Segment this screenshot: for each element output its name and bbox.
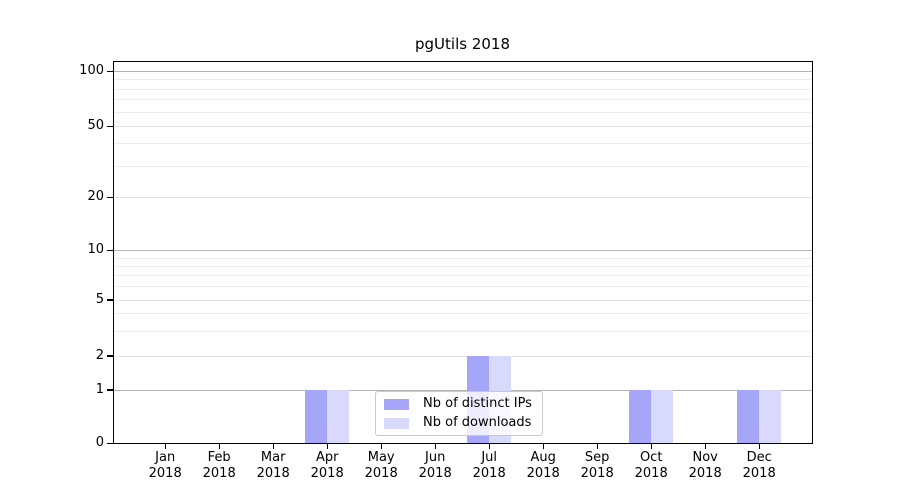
y-tick-mark — [107, 389, 113, 391]
legend-item: Nb of downloads — [384, 416, 542, 430]
major-gridline — [114, 389, 812, 391]
y-tick-mark — [107, 355, 113, 357]
bar-distinct-ips — [737, 389, 760, 443]
x-tick-month: Aug — [530, 450, 556, 465]
x-tick-mark — [596, 444, 599, 449]
x-tick-label: May 2018 — [351, 450, 411, 482]
y-tick-mark — [107, 442, 113, 444]
x-tick-year: 2018 — [688, 466, 722, 481]
minor-gridline — [114, 99, 812, 101]
x-tick-year: 2018 — [310, 466, 344, 481]
bar-downloads — [651, 389, 674, 443]
legend-label: Nb of distinct IPs — [423, 396, 532, 411]
x-tick-month: Mar — [260, 450, 286, 465]
x-tick-label: Feb 2018 — [189, 450, 249, 482]
x-tick-month: Nov — [692, 450, 718, 465]
x-tick-year: 2018 — [202, 466, 236, 481]
minor-gridline — [114, 299, 812, 301]
major-gridline — [114, 71, 812, 72]
y-tick-mark — [107, 249, 113, 251]
bar-distinct-ips — [305, 389, 328, 443]
x-tick-month: Feb — [207, 450, 231, 465]
y-tick-label: 20 — [87, 189, 104, 204]
x-tick-year: 2018 — [148, 466, 182, 481]
x-tick-label: Jan 2018 — [135, 450, 195, 482]
y-tick-label: 1 — [95, 381, 104, 397]
legend-swatch — [384, 417, 409, 429]
x-tick-label: Aug 2018 — [513, 450, 573, 482]
chart-title: pgUtils 2018 — [415, 35, 510, 53]
minor-gridline — [114, 111, 812, 113]
x-tick-mark — [758, 444, 761, 449]
x-tick-mark — [164, 444, 167, 449]
x-tick-month: Apr — [315, 450, 339, 465]
legend-swatch — [384, 398, 409, 410]
bar-downloads — [759, 389, 782, 443]
x-tick-mark — [650, 444, 653, 449]
legend-item: Nb of distinct IPs — [384, 397, 542, 411]
x-tick-mark — [488, 444, 491, 449]
x-tick-month: May — [367, 450, 395, 465]
x-tick-month: Jul — [481, 450, 498, 465]
y-tick-mark — [107, 125, 113, 127]
minor-gridline — [114, 275, 812, 277]
bar-downloads — [327, 389, 350, 443]
minor-gridline — [114, 197, 812, 198]
minor-gridline — [114, 165, 812, 167]
minor-gridline — [114, 355, 812, 357]
x-tick-year: 2018 — [418, 466, 452, 481]
minor-gridline — [114, 313, 812, 315]
minor-gridline — [114, 126, 812, 127]
minor-gridline — [114, 257, 812, 259]
minor-gridline — [114, 330, 812, 332]
y-tick-mark — [107, 196, 113, 198]
x-tick-label: Mar 2018 — [243, 450, 303, 482]
x-tick-mark — [434, 444, 437, 449]
x-tick-year: 2018 — [742, 466, 776, 481]
x-tick-mark — [218, 444, 221, 449]
y-tick-label: 0 — [95, 435, 104, 450]
y-tick-label: 2 — [95, 347, 104, 363]
minor-gridline — [114, 286, 812, 288]
x-tick-label: Apr 2018 — [297, 450, 357, 482]
x-tick-year: 2018 — [472, 466, 506, 481]
x-tick-month: Jun — [425, 450, 446, 465]
major-gridline — [114, 250, 812, 251]
minor-gridline — [114, 143, 812, 145]
plot-area — [113, 61, 813, 444]
x-tick-mark — [380, 444, 383, 449]
x-tick-year: 2018 — [256, 466, 290, 481]
x-tick-label: Oct 2018 — [621, 450, 681, 482]
y-tick-label: 10 — [87, 242, 104, 257]
y-tick-mark — [107, 70, 113, 72]
y-tick-label: 50 — [87, 118, 104, 133]
x-tick-year: 2018 — [634, 466, 668, 481]
legend-label: Nb of downloads — [423, 415, 532, 430]
x-tick-month: Jan — [155, 450, 176, 465]
minor-gridline — [114, 88, 812, 90]
x-tick-label: Jul 2018 — [459, 450, 519, 482]
x-tick-year: 2018 — [526, 466, 560, 481]
x-tick-year: 2018 — [580, 466, 614, 481]
x-tick-label: Sep 2018 — [567, 450, 627, 482]
x-tick-month: Sep — [584, 450, 610, 465]
x-tick-label: Jun 2018 — [405, 450, 465, 482]
x-tick-mark — [272, 444, 275, 449]
x-tick-label: Dec 2018 — [729, 450, 789, 482]
y-tick-label: 100 — [79, 63, 104, 78]
legend: Nb of distinct IPs Nb of downloads — [375, 391, 543, 436]
bar-distinct-ips — [629, 389, 652, 443]
x-tick-mark — [704, 444, 707, 449]
x-tick-mark — [326, 444, 329, 449]
x-tick-month: Dec — [746, 450, 772, 465]
minor-gridline — [114, 79, 812, 81]
y-tick-label: 5 — [95, 291, 104, 307]
x-tick-label: Nov 2018 — [675, 450, 735, 482]
x-tick-month: Oct — [639, 450, 663, 465]
x-tick-year: 2018 — [364, 466, 398, 481]
x-tick-mark — [542, 444, 545, 449]
y-tick-mark — [107, 299, 113, 301]
minor-gridline — [114, 265, 812, 267]
